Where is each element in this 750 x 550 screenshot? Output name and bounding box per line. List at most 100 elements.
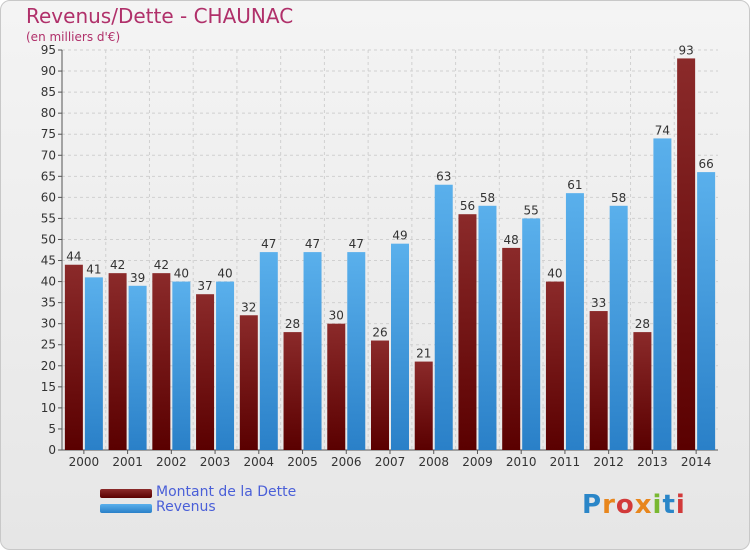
value-label-dette: 28 [285, 317, 300, 331]
x-tick-label: 2014 [681, 455, 712, 469]
bar-revenus [565, 193, 584, 450]
value-label-dette: 93 [678, 43, 693, 57]
y-tick-label: 50 [41, 232, 56, 246]
x-tick-label: 2012 [593, 455, 624, 469]
x-tick-label: 2004 [244, 455, 275, 469]
y-tick-label: 40 [41, 275, 56, 289]
y-tick-label: 20 [41, 359, 56, 373]
y-tick-label: 85 [41, 85, 56, 99]
value-label-dette: 33 [591, 296, 606, 310]
grid-lines [62, 49, 718, 451]
value-label-dette: 21 [416, 347, 431, 361]
value-label-dette: 42 [110, 258, 125, 272]
value-label-dette: 30 [329, 309, 344, 323]
bar-dette [677, 58, 696, 450]
y-tick-label: 5 [48, 422, 56, 436]
legend-label-revenus: Revenus [156, 499, 216, 515]
y-tick-label: 80 [41, 106, 56, 120]
bar-dette [589, 311, 608, 450]
bar-dette [633, 332, 652, 450]
y-tick-label: 30 [41, 317, 56, 331]
y-tick-label: 90 [41, 64, 56, 78]
x-tick-label: 2003 [200, 455, 231, 469]
x-tick-label: 2005 [287, 455, 318, 469]
bar-revenus [347, 252, 366, 450]
value-label-revenus: 39 [130, 271, 145, 285]
bar-revenus [478, 205, 497, 450]
bar-dette [152, 273, 171, 450]
x-tick-label: 2011 [550, 455, 581, 469]
bar-revenus [303, 252, 322, 450]
bar-dette [414, 361, 433, 450]
bar-revenus [697, 172, 716, 450]
y-tick-label: 35 [41, 296, 56, 310]
chart-subtitle: (en milliers d'€) [26, 30, 121, 44]
axes: 0 5 10 15 20 25 30 35 40 45 50 55 60 65 70 75 80 85 90 95 20… [41, 43, 718, 469]
proxiti-logo: Proxiti [582, 490, 686, 520]
bar-revenus [434, 184, 453, 450]
bar-revenus [172, 281, 191, 450]
value-label-dette: 56 [460, 199, 475, 213]
y-tick-label: 55 [41, 211, 56, 225]
value-label-revenus: 74 [655, 123, 670, 137]
value-label-dette: 28 [635, 317, 650, 331]
value-label-revenus: 40 [217, 267, 232, 281]
bar-revenus [216, 281, 235, 450]
y-tick-label: 60 [41, 190, 56, 204]
y-tick-label: 45 [41, 254, 56, 268]
bar-revenus [653, 138, 672, 450]
value-label-revenus: 47 [305, 237, 320, 251]
bar-revenus [391, 243, 409, 450]
bar-dette [196, 294, 215, 450]
bar-revenus [128, 285, 147, 450]
bar-dette [458, 214, 477, 450]
value-labels: 44 41 42 39 42 40 37 40 32 47 28 47 30 47 26 49 21 63 56 58… [66, 43, 714, 360]
y-tick-label: 10 [41, 401, 56, 415]
value-label-dette: 44 [66, 250, 81, 264]
value-label-dette: 32 [241, 300, 256, 314]
y-tick-label: 25 [41, 338, 56, 352]
x-tick-label: 2006 [331, 455, 362, 469]
legend-label-dette: Montant de la Dette [156, 484, 297, 500]
bar-dette [108, 273, 127, 450]
chart-title: Revenus/Dette - CHAUNAC [26, 4, 294, 28]
x-tick-label: 2001 [112, 455, 143, 469]
x-tick-label: 2007 [375, 455, 406, 469]
value-label-revenus: 61 [567, 178, 582, 192]
value-label-revenus: 47 [349, 237, 364, 251]
value-label-dette: 40 [547, 267, 562, 281]
bar-dette [545, 281, 564, 450]
bar-dette [64, 264, 83, 450]
bar-dette [502, 247, 521, 450]
value-label-revenus: 58 [611, 191, 626, 205]
value-label-revenus: 58 [480, 191, 495, 205]
x-tick-label: 2009 [462, 455, 493, 469]
value-label-revenus: 47 [261, 237, 276, 251]
x-tick-label: 2008 [418, 455, 449, 469]
bar-dette [327, 323, 346, 450]
bars [64, 58, 716, 450]
value-label-dette: 48 [504, 233, 519, 247]
value-label-revenus: 66 [698, 157, 713, 171]
y-tick-label: 70 [41, 148, 56, 162]
value-label-dette: 37 [197, 279, 212, 293]
x-tick-label: 2000 [69, 455, 100, 469]
value-label-revenus: 55 [524, 203, 539, 217]
bar-revenus [609, 205, 628, 450]
y-tick-label: 75 [41, 127, 56, 141]
y-tick-label: 0 [48, 443, 56, 457]
x-tick-label: 2013 [637, 455, 668, 469]
bar-dette [283, 332, 302, 450]
y-tick-label: 15 [41, 380, 56, 394]
value-label-revenus: 49 [392, 229, 407, 243]
bar-revenus [84, 277, 103, 450]
bar-dette [239, 315, 258, 450]
bar-revenus [522, 218, 541, 450]
x-tick-label: 2002 [156, 455, 187, 469]
value-label-revenus: 63 [436, 170, 451, 184]
value-label-dette: 26 [372, 326, 387, 340]
bar-dette [371, 340, 389, 450]
bar-revenus [259, 252, 278, 450]
legend-swatch-revenus [100, 504, 152, 513]
